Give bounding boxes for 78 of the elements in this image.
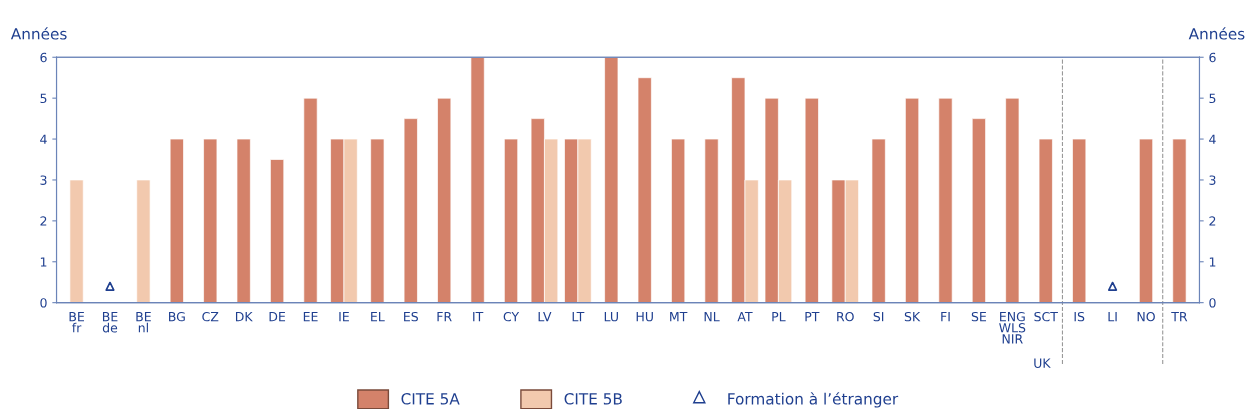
bar [169, 138, 184, 303]
legend-label: CITE 5B [564, 393, 622, 405]
x-tick-label: BE nl [136, 312, 151, 333]
bar [938, 97, 953, 303]
bar [1072, 138, 1087, 303]
y-axis-title: Années [10, 27, 67, 40]
x-tick-label: NO [1137, 311, 1155, 322]
y2-tick-label: 0 [1209, 298, 1216, 308]
x-tick-label: FR [437, 312, 452, 322]
x-tick-label: SCT [1034, 311, 1058, 322]
x-tick-label: LI [1108, 312, 1117, 322]
x-tick-label: IS [1074, 311, 1085, 322]
bar [236, 138, 251, 303]
bar [971, 118, 986, 303]
x-tick-label: HU [636, 312, 653, 322]
bar [270, 159, 285, 303]
bar [604, 57, 619, 303]
x-tick-label: AT [737, 312, 753, 322]
bar [905, 97, 920, 303]
x-tick-label: EL [371, 312, 385, 322]
text: UK [1034, 358, 1051, 368]
bar [637, 77, 652, 303]
y2-tick-label: 3 [1209, 175, 1216, 185]
bar [704, 138, 719, 303]
bar [1138, 138, 1154, 303]
x-tick-label: PT [805, 312, 820, 322]
bar [671, 138, 686, 303]
bar [1005, 97, 1020, 303]
bar [203, 138, 218, 303]
x-tick-label: NL [704, 312, 720, 322]
legend-label: Formation à l’étranger [728, 392, 899, 408]
x-tick-label: EE [303, 312, 318, 322]
bar [470, 57, 485, 303]
legend-label: CITE 5A [401, 393, 460, 405]
y-tick-label: 0 [40, 298, 47, 308]
bar [403, 118, 418, 303]
y-tick-label: 4 [40, 134, 47, 144]
y2-tick-label: 4 [1209, 134, 1216, 144]
y-tick-label: 6 [40, 52, 47, 63]
y2-tick-label: 1 [1209, 257, 1216, 267]
x-tick-label: LV [538, 312, 552, 322]
bar [871, 138, 886, 303]
x-tick-label: BG [169, 311, 185, 322]
y-tick-label: 1 [40, 257, 47, 267]
bar [504, 138, 519, 303]
x-tick-label: IE [339, 312, 349, 322]
bar [1038, 138, 1053, 303]
bar [804, 97, 819, 303]
x-tick-label: BE de [102, 312, 118, 333]
x-tick-label: DE [269, 312, 286, 322]
y2-tick-label: 6 [1209, 52, 1216, 63]
y-tick-label: 3 [40, 175, 47, 185]
bar [437, 97, 452, 303]
x-tick-label: PL [772, 312, 786, 322]
x-tick-label: IT [473, 312, 484, 322]
bar [1172, 138, 1187, 303]
x-tick-label: SE [971, 311, 987, 322]
x-tick-label: ENG WLS NIR [999, 311, 1026, 344]
x-tick-label: BE fr [69, 312, 85, 333]
x-tick-label: TR [1171, 312, 1188, 322]
x-tick-label: ES [404, 311, 418, 322]
y-tick-label: 2 [40, 216, 47, 226]
y2-axis-title: Années [1188, 27, 1245, 40]
x-tick-label: LU [604, 312, 618, 322]
x-tick-label: DK [235, 312, 253, 322]
x-tick-label: CZ [202, 311, 219, 322]
bar [370, 138, 385, 303]
x-tick-label: CY [503, 311, 520, 322]
x-tick-label: SK [904, 311, 921, 322]
y2-tick-label: 2 [1209, 216, 1216, 226]
y-tick-label: 5 [40, 93, 47, 104]
bar [303, 97, 318, 303]
y2-tick-label: 5 [1209, 93, 1216, 104]
x-tick-label: RO [837, 311, 854, 322]
x-tick-label: SI [873, 311, 884, 322]
x-tick-label: LT [572, 312, 585, 322]
x-tick-label: FI [941, 312, 950, 322]
x-tick-label: MT [670, 312, 688, 322]
